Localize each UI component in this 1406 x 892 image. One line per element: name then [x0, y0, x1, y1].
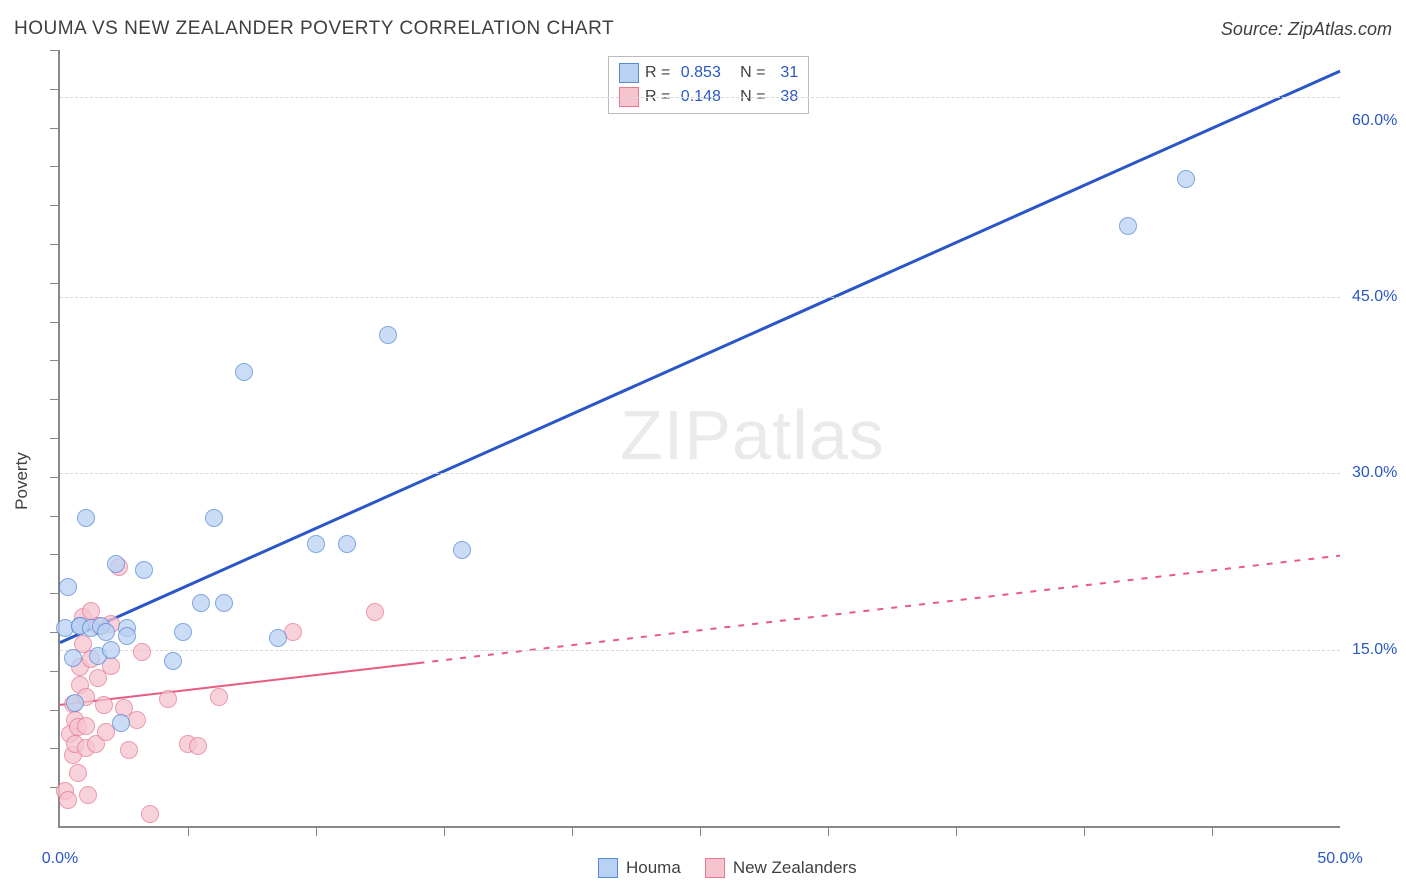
data-point — [69, 764, 87, 782]
gridline — [60, 650, 1340, 651]
source-attribution: Source: ZipAtlas.com — [1221, 19, 1392, 40]
data-point — [59, 578, 77, 596]
trend-line — [418, 556, 1340, 664]
data-point — [205, 509, 223, 527]
y-tick — [50, 166, 60, 167]
r-value: 0.853 — [681, 64, 721, 82]
data-point — [102, 641, 120, 659]
y-tick — [50, 399, 60, 400]
y-tick — [50, 438, 60, 439]
source-prefix: Source: — [1221, 19, 1288, 39]
legend-series-label: Houma — [626, 858, 681, 878]
data-point — [135, 561, 153, 579]
n-value: 31 — [776, 64, 798, 82]
data-point — [66, 694, 84, 712]
y-tick — [50, 554, 60, 555]
y-tick — [50, 283, 60, 284]
legend-series: Houma New Zealanders — [598, 858, 857, 878]
y-tick — [50, 477, 60, 478]
y-tick — [50, 671, 60, 672]
data-point — [164, 652, 182, 670]
data-point — [453, 541, 471, 559]
legend-series-item: Houma — [598, 858, 681, 878]
data-point — [118, 627, 136, 645]
y-tick — [50, 50, 60, 51]
data-point — [215, 594, 233, 612]
data-point — [77, 509, 95, 527]
legend-swatch — [705, 858, 725, 878]
y-axis-tick-label: 60.0% — [1352, 112, 1397, 130]
legend-series-item: New Zealanders — [705, 858, 857, 878]
data-point — [338, 535, 356, 553]
data-point — [95, 696, 113, 714]
data-point — [107, 555, 125, 573]
x-tick — [444, 826, 445, 836]
data-point — [307, 535, 325, 553]
trend-line — [60, 71, 1340, 642]
legend-swatch — [598, 858, 618, 878]
r-label: R = — [645, 64, 675, 82]
x-tick — [956, 826, 957, 836]
data-point — [77, 717, 95, 735]
data-point — [112, 714, 130, 732]
data-point — [64, 649, 82, 667]
legend-swatch — [619, 63, 639, 83]
chart-header: HOUMA VS NEW ZEALANDER POVERTY CORRELATI… — [14, 18, 1392, 40]
x-tick — [1084, 826, 1085, 836]
y-tick — [50, 322, 60, 323]
data-point — [366, 603, 384, 621]
x-tick — [700, 826, 701, 836]
data-point — [235, 363, 253, 381]
data-point — [128, 711, 146, 729]
y-axis-tick-label: 15.0% — [1352, 641, 1397, 659]
legend-correlation-box: R = 0.853 N = 31R = 0.148 N = 38 — [608, 56, 809, 114]
data-point — [59, 791, 77, 809]
data-point — [269, 629, 287, 647]
y-tick — [50, 360, 60, 361]
y-tick — [50, 205, 60, 206]
x-tick — [188, 826, 189, 836]
data-point — [141, 805, 159, 823]
data-point — [284, 623, 302, 641]
n-label: N = — [727, 64, 770, 82]
data-point — [159, 690, 177, 708]
data-point — [379, 326, 397, 344]
x-tick — [1212, 826, 1213, 836]
trend-lines-svg — [60, 50, 1340, 826]
chart-container: Poverty ZIPatlas R = 0.853 N = 31R = 0.1… — [14, 50, 1392, 892]
data-point — [97, 623, 115, 641]
gridline — [60, 473, 1340, 474]
y-tick — [50, 128, 60, 129]
data-point — [1119, 217, 1137, 235]
plot-area: ZIPatlas R = 0.853 N = 31R = 0.148 N = 3… — [58, 50, 1340, 828]
y-tick — [50, 593, 60, 594]
data-point — [174, 623, 192, 641]
gridline — [60, 97, 1340, 98]
data-point — [133, 643, 151, 661]
x-tick — [828, 826, 829, 836]
y-axis-label: Poverty — [12, 452, 32, 510]
y-axis-tick-label: 30.0% — [1352, 464, 1397, 482]
y-tick — [50, 516, 60, 517]
y-tick — [50, 89, 60, 90]
legend-series-label: New Zealanders — [733, 858, 857, 878]
legend-correlation-row: R = 0.853 N = 31 — [619, 61, 798, 85]
data-point — [192, 594, 210, 612]
source-name: ZipAtlas.com — [1288, 19, 1392, 39]
data-point — [79, 786, 97, 804]
y-axis-tick-label: 45.0% — [1352, 288, 1397, 306]
y-tick — [50, 244, 60, 245]
data-point — [189, 737, 207, 755]
x-tick — [316, 826, 317, 836]
x-axis-tick-label: 0.0% — [42, 850, 78, 868]
x-axis-tick-label: 50.0% — [1317, 850, 1362, 868]
data-point — [120, 741, 138, 759]
y-tick — [50, 710, 60, 711]
data-point — [1177, 170, 1195, 188]
x-tick — [572, 826, 573, 836]
chart-title: HOUMA VS NEW ZEALANDER POVERTY CORRELATI… — [14, 18, 614, 40]
data-point — [210, 688, 228, 706]
y-tick — [50, 748, 60, 749]
gridline — [60, 297, 1340, 298]
